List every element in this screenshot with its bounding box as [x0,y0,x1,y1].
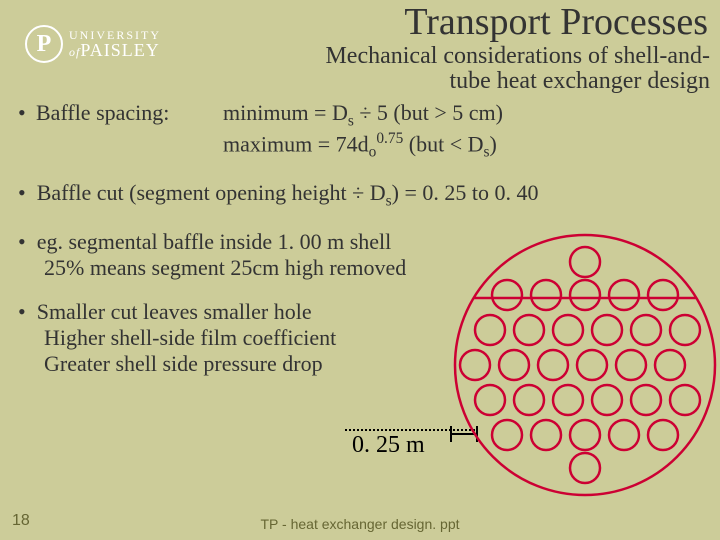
baffle-spacing-label: Baffle spacing: [28,100,223,162]
slide-subtitle: Mechanical considerations of shell-and-t… [325,44,710,94]
slide-number: 18 [12,512,30,530]
logo-p-icon: P [25,25,63,63]
logo-paisley: ofPAISLEY [69,41,161,59]
shell-diagram [450,230,720,500]
baffle-spacing-values: minimum = Ds ÷ 5 (but > 5 cm) maximum = … [223,100,708,162]
slide-title: Transport Processes [404,0,708,44]
university-logo: P UNIVERSITY ofPAISLEY [25,25,161,63]
bullet-baffle-spacing: • Baffle spacing: minimum = Ds ÷ 5 (but … [18,100,708,162]
dimension-label: 0. 25 m [352,432,425,459]
bullet-baffle-cut: • Baffle cut (segment opening height ÷ D… [18,180,708,210]
footer-filename: TP - heat exchanger design. ppt [261,516,460,532]
